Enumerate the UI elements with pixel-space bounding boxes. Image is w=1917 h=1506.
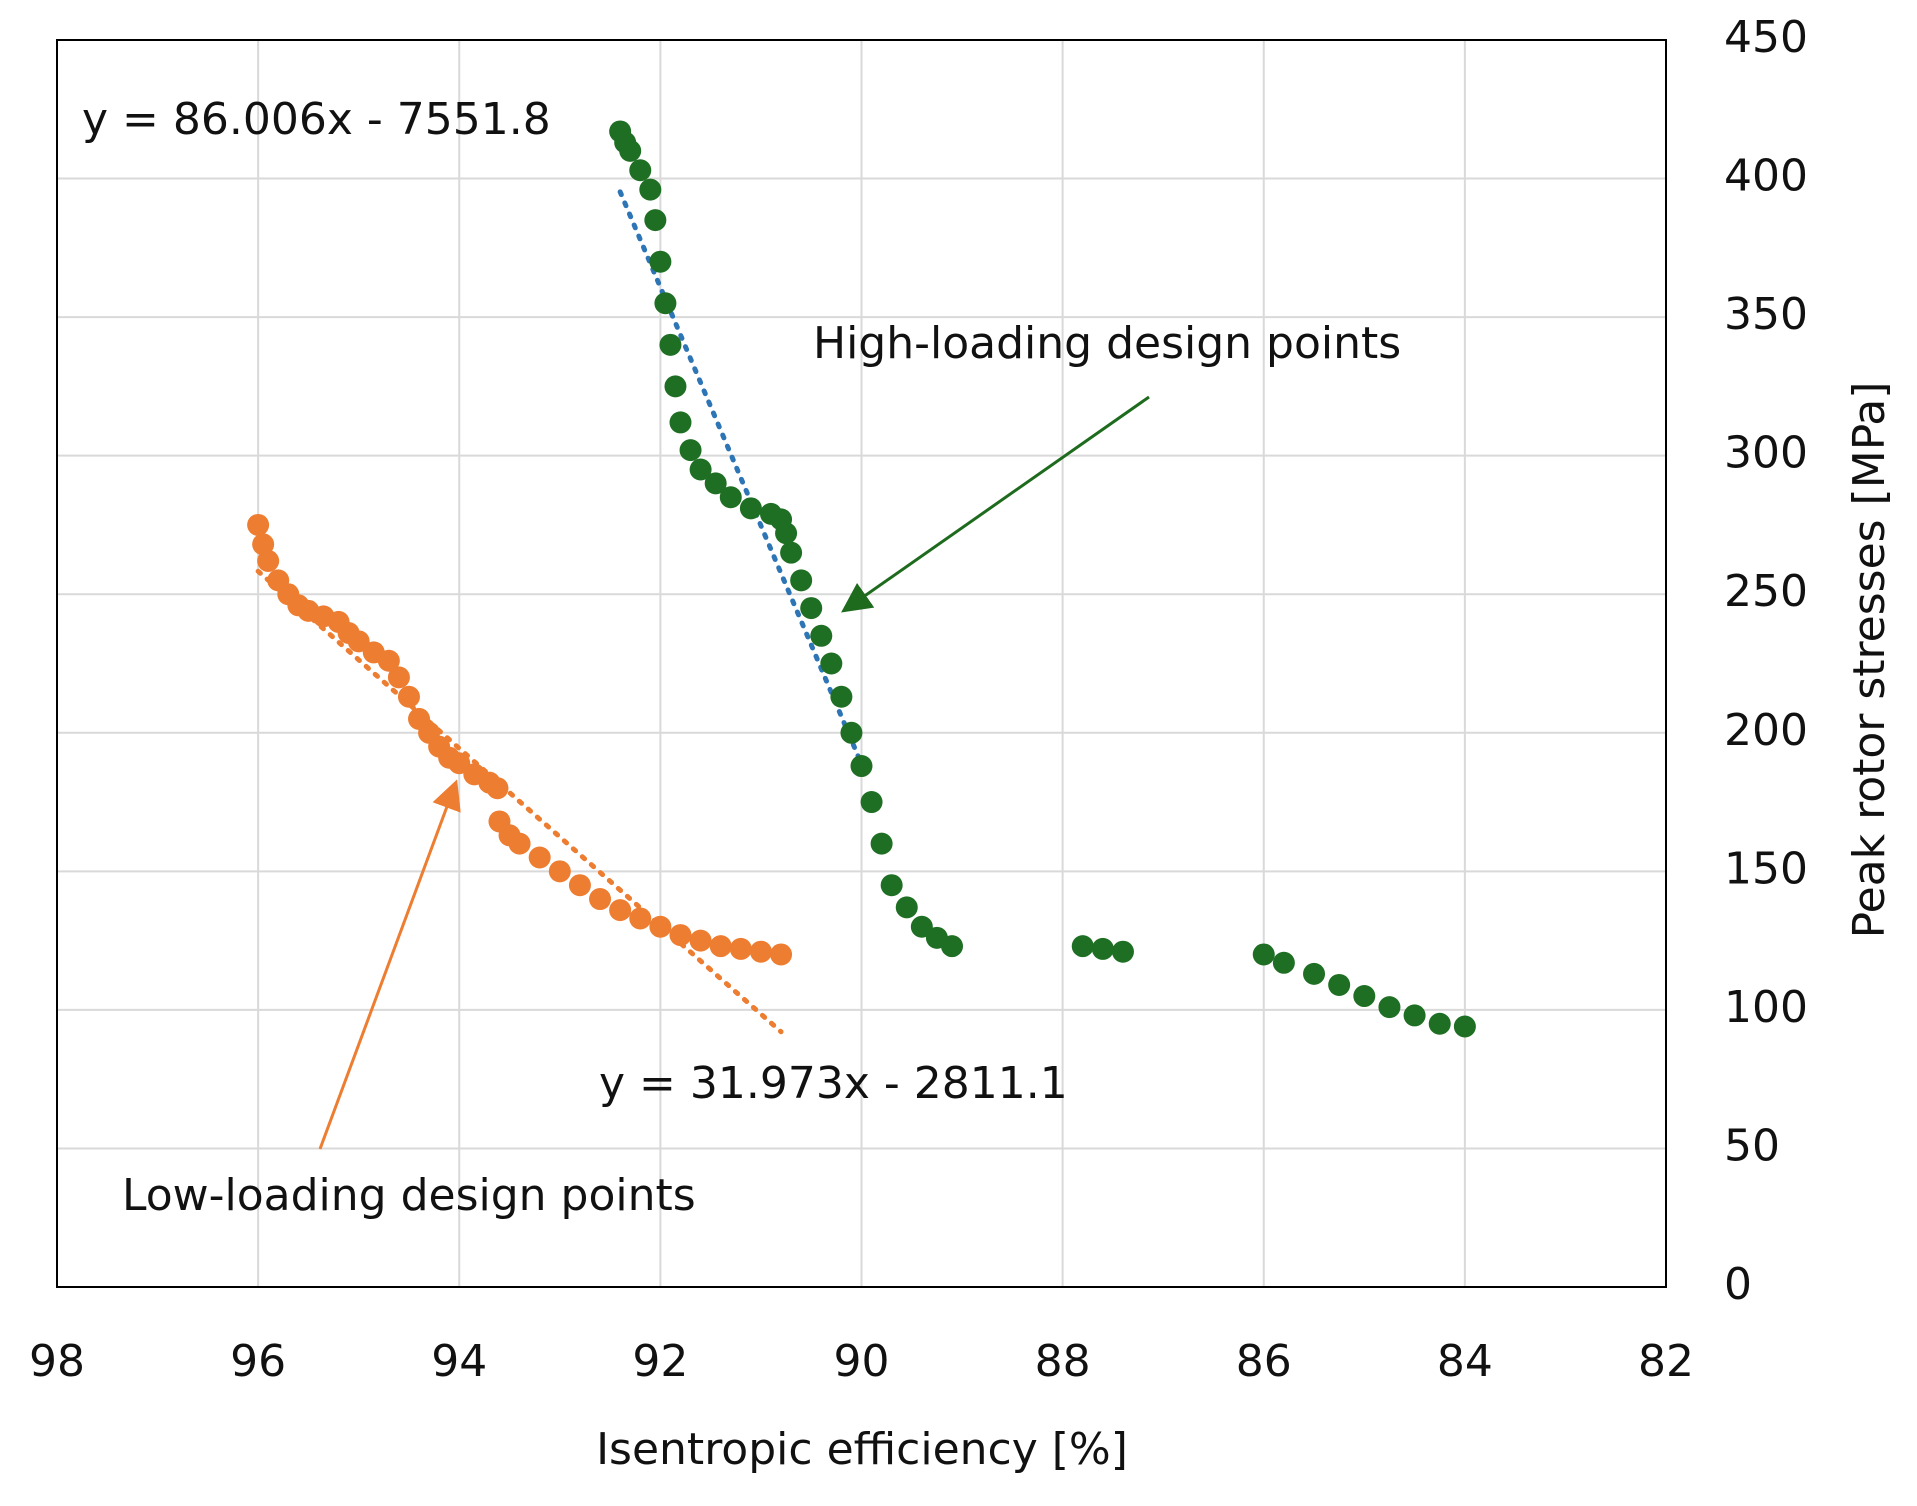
equation: y = 86.006x - 7551.8: [82, 94, 551, 145]
y-tick-label: 100: [1724, 982, 1808, 1033]
x-tick-label: 86: [1236, 1336, 1292, 1387]
point: [679, 439, 702, 462]
point: [548, 860, 571, 883]
y-tick-label: 250: [1724, 566, 1808, 617]
y-tick-label: 150: [1724, 843, 1808, 894]
point: [775, 522, 798, 545]
point: [397, 685, 420, 708]
point: [1428, 1012, 1451, 1035]
x-tick-label: 88: [1035, 1336, 1091, 1387]
point: [1378, 996, 1401, 1019]
point: [654, 292, 677, 315]
point: [709, 935, 732, 958]
point: [1303, 962, 1326, 985]
point: [377, 649, 400, 672]
point: [659, 333, 682, 356]
point: [790, 569, 813, 592]
y-tick-label: 450: [1724, 12, 1808, 63]
point: [870, 832, 893, 855]
point: [840, 721, 863, 744]
annotation: Low-loading design points: [122, 1170, 696, 1221]
point: [619, 139, 642, 162]
point: [528, 846, 551, 869]
x-tick-label: 84: [1437, 1336, 1493, 1387]
point: [448, 752, 471, 775]
point: [1252, 943, 1275, 966]
y-tick-label: 0: [1724, 1259, 1752, 1310]
x-tick-label: 90: [834, 1336, 890, 1387]
point: [895, 896, 918, 919]
point: [649, 915, 672, 938]
point: [589, 888, 612, 911]
trendlines: [255, 189, 864, 1035]
point: [629, 159, 652, 182]
annotation: High-loading design points: [813, 318, 1401, 369]
point: [910, 915, 933, 938]
point: [1403, 1004, 1426, 1027]
point: [689, 929, 712, 952]
point: [508, 832, 531, 855]
point: [880, 874, 903, 897]
point: [486, 777, 509, 800]
point: [387, 666, 410, 689]
trendline: [255, 568, 784, 1035]
point: [629, 907, 652, 930]
point: [850, 755, 873, 778]
point: [347, 630, 370, 653]
point: [729, 937, 752, 960]
y-tick-label: 50: [1724, 1120, 1780, 1171]
point: [689, 458, 712, 481]
point: [1328, 973, 1351, 996]
arrow: [841, 395, 1150, 613]
point: [941, 935, 964, 958]
point: [609, 899, 632, 922]
point: [1272, 951, 1295, 974]
point: [830, 685, 853, 708]
y-tick-label: 200: [1724, 705, 1808, 756]
point: [649, 250, 672, 273]
point: [739, 497, 762, 520]
points: [247, 120, 1476, 1038]
plot-frame: [56, 39, 1667, 1288]
point: [252, 533, 275, 556]
point: [568, 874, 591, 897]
point: [704, 472, 727, 495]
x-tick-label: 92: [632, 1336, 688, 1387]
x-tick-label: 98: [29, 1336, 85, 1387]
x-tick-label: 94: [431, 1336, 487, 1387]
arrow: [318, 779, 461, 1150]
point: [1071, 935, 1094, 958]
trendline: [617, 189, 864, 767]
equation: y = 31.973x - 2811.1: [599, 1058, 1068, 1109]
point: [860, 791, 883, 814]
x-tick-label: 96: [230, 1336, 286, 1387]
point: [644, 209, 667, 232]
y-tick-label: 300: [1724, 428, 1808, 479]
point: [664, 375, 687, 398]
point: [257, 549, 280, 572]
point: [820, 652, 843, 675]
point: [639, 178, 662, 201]
y-tick-label: 350: [1724, 289, 1808, 340]
point: [719, 486, 742, 509]
point: [1091, 937, 1114, 960]
point: [780, 541, 803, 564]
point: [810, 624, 833, 647]
point: [669, 924, 692, 947]
y-tick-label: 400: [1724, 151, 1808, 202]
y-axis-title: Peak rotor stresses [MPa]: [1844, 382, 1895, 939]
x-axis-title: Isentropic efficiency [%]: [596, 1424, 1128, 1475]
point: [1111, 940, 1134, 963]
x-tick-label: 82: [1638, 1336, 1694, 1387]
point: [770, 943, 793, 966]
point: [669, 411, 692, 434]
point: [1453, 1015, 1476, 1038]
point: [749, 940, 772, 963]
point: [800, 597, 823, 620]
point: [1353, 985, 1376, 1008]
point: [247, 513, 270, 536]
